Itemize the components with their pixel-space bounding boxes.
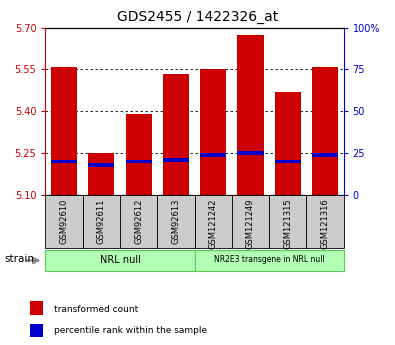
Bar (51, 160, 77, 163)
Bar (275, 160, 301, 163)
Bar (194, 250, 344, 271)
Bar (45, 195, 83, 248)
Bar (157, 195, 194, 248)
Bar (307, 195, 344, 248)
Text: percentile rank within the sample: percentile rank within the sample (54, 326, 207, 335)
Bar (194, 195, 232, 248)
Bar (163, 158, 189, 161)
Bar (51, 67, 77, 195)
Bar (83, 195, 120, 248)
Text: GSM92612: GSM92612 (134, 199, 143, 244)
Bar (126, 114, 152, 195)
Bar (312, 67, 338, 195)
Bar (312, 153, 338, 157)
Text: GSM121316: GSM121316 (320, 199, 329, 249)
Text: GSM121242: GSM121242 (209, 199, 218, 249)
Text: NR2E3 transgene in NRL null: NR2E3 transgene in NRL null (214, 256, 324, 265)
Bar (237, 34, 263, 195)
Text: NRL null: NRL null (100, 255, 140, 265)
Bar (88, 163, 115, 167)
Bar (275, 92, 301, 195)
Text: strain: strain (4, 254, 34, 264)
Bar (163, 73, 189, 195)
Text: GSM121249: GSM121249 (246, 199, 255, 249)
Text: GSM92613: GSM92613 (171, 199, 181, 244)
Text: GSM121315: GSM121315 (283, 199, 292, 249)
Bar (30, 324, 43, 337)
Bar (232, 195, 269, 248)
Bar (269, 195, 307, 248)
Bar (45, 250, 194, 271)
Text: GDS2455 / 1422326_at: GDS2455 / 1422326_at (117, 10, 278, 24)
Bar (88, 153, 115, 195)
Bar (120, 195, 157, 248)
Bar (200, 69, 226, 195)
Bar (30, 301, 43, 315)
Bar (126, 160, 152, 163)
Text: GSM92610: GSM92610 (60, 199, 69, 244)
Bar (200, 153, 226, 157)
Text: transformed count: transformed count (54, 305, 138, 314)
Bar (237, 151, 263, 155)
Text: GSM92611: GSM92611 (97, 199, 106, 244)
